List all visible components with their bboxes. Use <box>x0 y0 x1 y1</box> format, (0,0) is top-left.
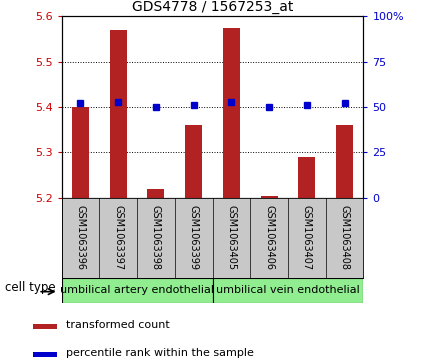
Bar <box>336 125 353 198</box>
Title: GDS4778 / 1567253_at: GDS4778 / 1567253_at <box>132 0 293 14</box>
Bar <box>298 157 315 198</box>
Text: GSM1063405: GSM1063405 <box>227 205 236 270</box>
Bar <box>223 28 240 198</box>
Text: umbilical artery endothelial: umbilical artery endothelial <box>60 285 214 295</box>
Bar <box>72 107 89 198</box>
Text: GSM1063406: GSM1063406 <box>264 205 274 270</box>
Text: GSM1063408: GSM1063408 <box>340 205 349 270</box>
Bar <box>261 196 278 198</box>
Text: percentile rank within the sample: percentile rank within the sample <box>65 348 253 358</box>
Text: cell type: cell type <box>5 281 56 294</box>
Bar <box>33 324 57 329</box>
Bar <box>212 278 363 303</box>
Text: GSM1063397: GSM1063397 <box>113 205 123 270</box>
Text: GSM1063396: GSM1063396 <box>76 205 85 270</box>
Text: GSM1063407: GSM1063407 <box>302 205 312 270</box>
Bar <box>62 278 212 303</box>
Text: transformed count: transformed count <box>65 320 170 330</box>
Bar <box>33 352 57 357</box>
Bar <box>110 30 127 198</box>
Text: GSM1063398: GSM1063398 <box>151 205 161 270</box>
Bar <box>147 189 164 198</box>
Text: umbilical vein endothelial: umbilical vein endothelial <box>216 285 360 295</box>
Text: GSM1063399: GSM1063399 <box>189 205 198 270</box>
Bar <box>185 125 202 198</box>
